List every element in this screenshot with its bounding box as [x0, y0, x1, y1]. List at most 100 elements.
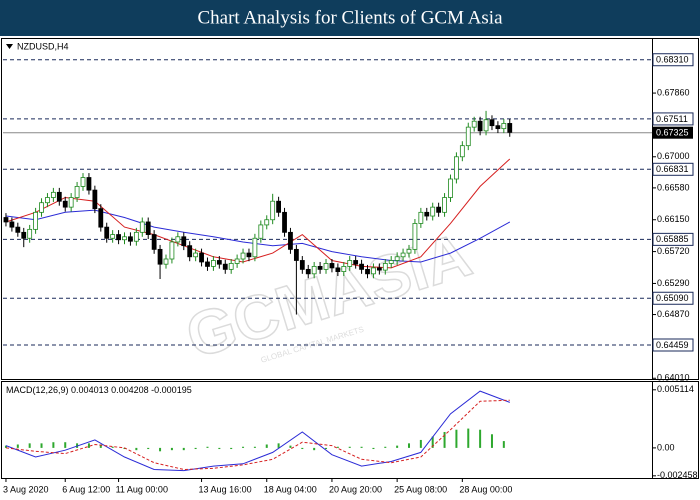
- candle-body: [199, 252, 204, 263]
- macd-panel-frame: [1, 381, 699, 479]
- candle-body: [477, 120, 483, 132]
- y-tick-label: 0.64870: [657, 309, 690, 319]
- level-label-box: [652, 232, 694, 246]
- candle-body: [110, 234, 116, 239]
- candle-body: [228, 263, 234, 270]
- main-panel-frame: [1, 38, 699, 380]
- y-tick-label: 0.65720: [657, 246, 690, 256]
- candle-body: [205, 261, 210, 267]
- candle-body: [353, 260, 359, 265]
- y-tick-label: 0.65290: [657, 278, 690, 288]
- candle-body: [341, 266, 347, 272]
- level-label-box: [652, 112, 694, 126]
- candle-body: [116, 234, 121, 241]
- y-tick-label: 0.00: [657, 442, 675, 452]
- macd-histogram-bar: [242, 446, 245, 448]
- candle-body: [211, 260, 216, 267]
- candle-body: [382, 263, 388, 271]
- candle-body: [311, 266, 317, 275]
- candle-body: [15, 226, 21, 233]
- macd-histogram-bar: [40, 443, 43, 448]
- macd-histogram-bar: [28, 443, 31, 448]
- candle-body: [448, 178, 453, 198]
- macd-histogram-bar: [431, 436, 434, 448]
- candle-body: [122, 236, 127, 241]
- level-label-box: [652, 162, 694, 176]
- candle-body: [50, 191, 56, 198]
- macd-label: MACD(12,26,9) 0.004013 0.004208 -0.00019…: [6, 385, 192, 395]
- candle-body: [222, 263, 228, 270]
- candle-body: [264, 219, 270, 226]
- candle-body: [489, 119, 495, 127]
- candle-body: [216, 260, 222, 265]
- y-tick-label: 0.67860: [657, 87, 690, 97]
- candle-body: [234, 258, 240, 264]
- candle-body: [335, 267, 341, 272]
- symbol-menu[interactable]: [6, 44, 13, 49]
- x-tick-label: 6 Aug 12:00: [62, 484, 110, 494]
- macd-readout: 0.004208: [111, 385, 149, 395]
- candle-body: [187, 245, 193, 258]
- level-label-box: [652, 53, 694, 67]
- y-tick-label: 0.66150: [657, 214, 690, 224]
- candle-body: [169, 241, 175, 260]
- candle-body: [299, 260, 305, 270]
- current-price-label: 0.67325: [656, 128, 689, 138]
- candle-body: [157, 248, 163, 265]
- macd-histogram-bar: [419, 439, 422, 448]
- candle-body: [181, 236, 187, 247]
- candle-body: [276, 200, 282, 213]
- candle-body: [104, 226, 110, 239]
- level-label: 0.67511: [656, 114, 688, 124]
- x-tick-label: 28 Aug 00:00: [459, 484, 512, 494]
- candle-body: [347, 260, 353, 267]
- macd-histogram-bar: [502, 441, 505, 448]
- candle-body: [501, 123, 507, 130]
- candle-body: [329, 263, 335, 269]
- level-label: 0.65090: [656, 293, 689, 303]
- candle-body: [9, 221, 15, 228]
- candle-body: [507, 123, 513, 133]
- macd-histogram-bar: [64, 442, 67, 448]
- macd-readout: 0.004013: [71, 385, 109, 395]
- candle-body: [483, 119, 489, 132]
- macd-readout: -0.000195: [151, 385, 192, 395]
- current-price-box: [653, 126, 693, 139]
- moving-average: [5, 209, 511, 263]
- macd-histogram-bar: [206, 446, 209, 448]
- macd-histogram-bar: [289, 445, 292, 448]
- candle-body: [258, 224, 264, 239]
- candle-body: [240, 252, 246, 260]
- level-label-box: [652, 291, 694, 305]
- macd-histogram-bar: [147, 447, 150, 450]
- candle-body: [365, 268, 370, 275]
- macd-name: MACD(12,26,9): [6, 385, 69, 395]
- candle-body: [252, 237, 258, 258]
- watermark-brand: GCMASIA: [179, 220, 479, 372]
- macd-histogram-bar: [301, 447, 304, 450]
- macd-histogram-bar: [218, 447, 221, 450]
- candle-body: [454, 156, 459, 180]
- macd-histogram-bar: [135, 447, 138, 451]
- y-tick-label: -0.002458: [657, 470, 698, 480]
- macd-histogram-bar: [372, 447, 375, 450]
- candle-body: [139, 221, 145, 233]
- x-tick-label: 3 Aug 2020: [3, 484, 49, 494]
- macd-histogram-bar: [182, 447, 185, 451]
- symbol-label: NZDUSD,H4: [17, 41, 69, 51]
- macd-histogram-bar: [111, 446, 114, 448]
- candle-body: [394, 256, 400, 261]
- candle-body: [151, 234, 157, 250]
- x-tick-label: 13 Aug 16:00: [199, 484, 252, 494]
- candle-body: [86, 177, 92, 191]
- candle-body: [175, 236, 181, 243]
- candle-body: [430, 206, 436, 217]
- macd-histogram-bar: [87, 443, 90, 448]
- level-label: 0.65885: [656, 234, 689, 244]
- y-tick-label: 0.005114: [657, 384, 694, 394]
- candle-body: [323, 263, 329, 270]
- candle-body: [68, 197, 74, 208]
- macd-histogram-bar: [170, 447, 173, 451]
- macd-histogram-bar: [99, 444, 102, 448]
- moving-average: [5, 158, 511, 269]
